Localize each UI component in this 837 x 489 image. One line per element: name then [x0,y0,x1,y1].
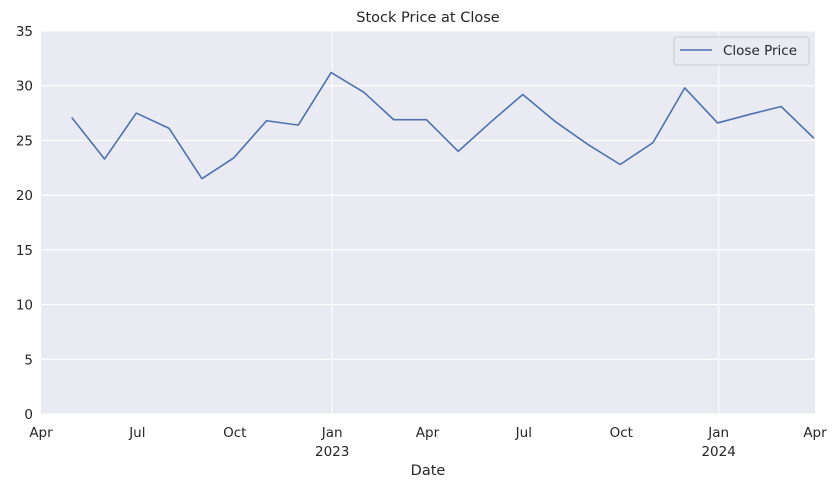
data-point [490,121,492,123]
legend-entry-close-price: Close Price [723,43,797,59]
y-tick-label: 15 [16,243,33,259]
data-point [266,120,268,122]
data-point [201,178,203,180]
data-point [652,142,654,144]
legend-box [673,36,810,66]
x-tick-label: Oct [610,425,633,441]
data-point [71,117,73,119]
x-tick-label: Jul [128,425,145,441]
plot-background [41,31,815,414]
y-tick-label: 35 [16,24,33,40]
data-point [780,106,782,108]
x-tick-label: Apr [803,425,827,441]
x-tick-label: Jan [321,425,343,441]
data-point [330,72,332,74]
y-tick-label: 25 [16,133,33,149]
x-axis: Apr Jul Oct Jan 2023 Apr Jul Oct Jan 2024 Apr [29,425,827,460]
x-tick-label: Jul [515,425,532,441]
data-point [619,164,621,166]
grid-lines [41,30,815,415]
data-point [393,119,395,121]
chart-title: Stock Price at Close [356,10,499,26]
y-tick-label: 5 [24,352,33,368]
legend: Close Price [673,36,810,66]
data-point [297,124,299,126]
x-tick-sublabel: 2023 [315,444,349,460]
data-point [522,94,524,96]
x-tick-label: Jan [707,425,729,441]
data-point [717,122,719,124]
data-point [684,87,686,89]
data-point [363,91,365,93]
series-line-close-price [71,71,815,180]
y-axis: 0 5 10 15 20 25 30 35 [16,24,33,423]
data-point [750,113,752,115]
data-point [813,137,815,139]
x-tick-label: Oct [223,425,246,441]
y-tick-label: 20 [16,188,33,204]
data-point [135,112,137,114]
data-point [588,144,590,146]
y-tick-label: 30 [16,79,33,95]
data-point [457,151,459,153]
data-point [168,128,170,130]
y-tick-label: 0 [24,407,33,423]
x-tick-label: Apr [416,425,440,441]
series-layer [71,71,815,180]
data-point [555,121,557,123]
data-point [233,157,235,159]
x-tick-label: Apr [29,425,53,441]
x-axis-label: Date [411,463,446,479]
y-tick-label: 10 [16,298,33,314]
data-point [104,158,106,160]
data-point [426,119,428,121]
x-tick-sublabel: 2024 [701,444,735,460]
